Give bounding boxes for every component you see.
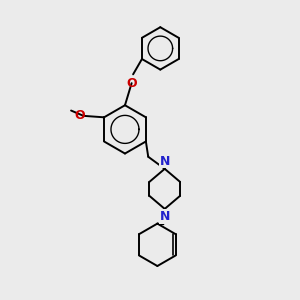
Text: O: O: [75, 109, 85, 122]
Text: N: N: [160, 210, 170, 223]
Text: N: N: [160, 155, 170, 168]
Text: O: O: [126, 77, 137, 90]
